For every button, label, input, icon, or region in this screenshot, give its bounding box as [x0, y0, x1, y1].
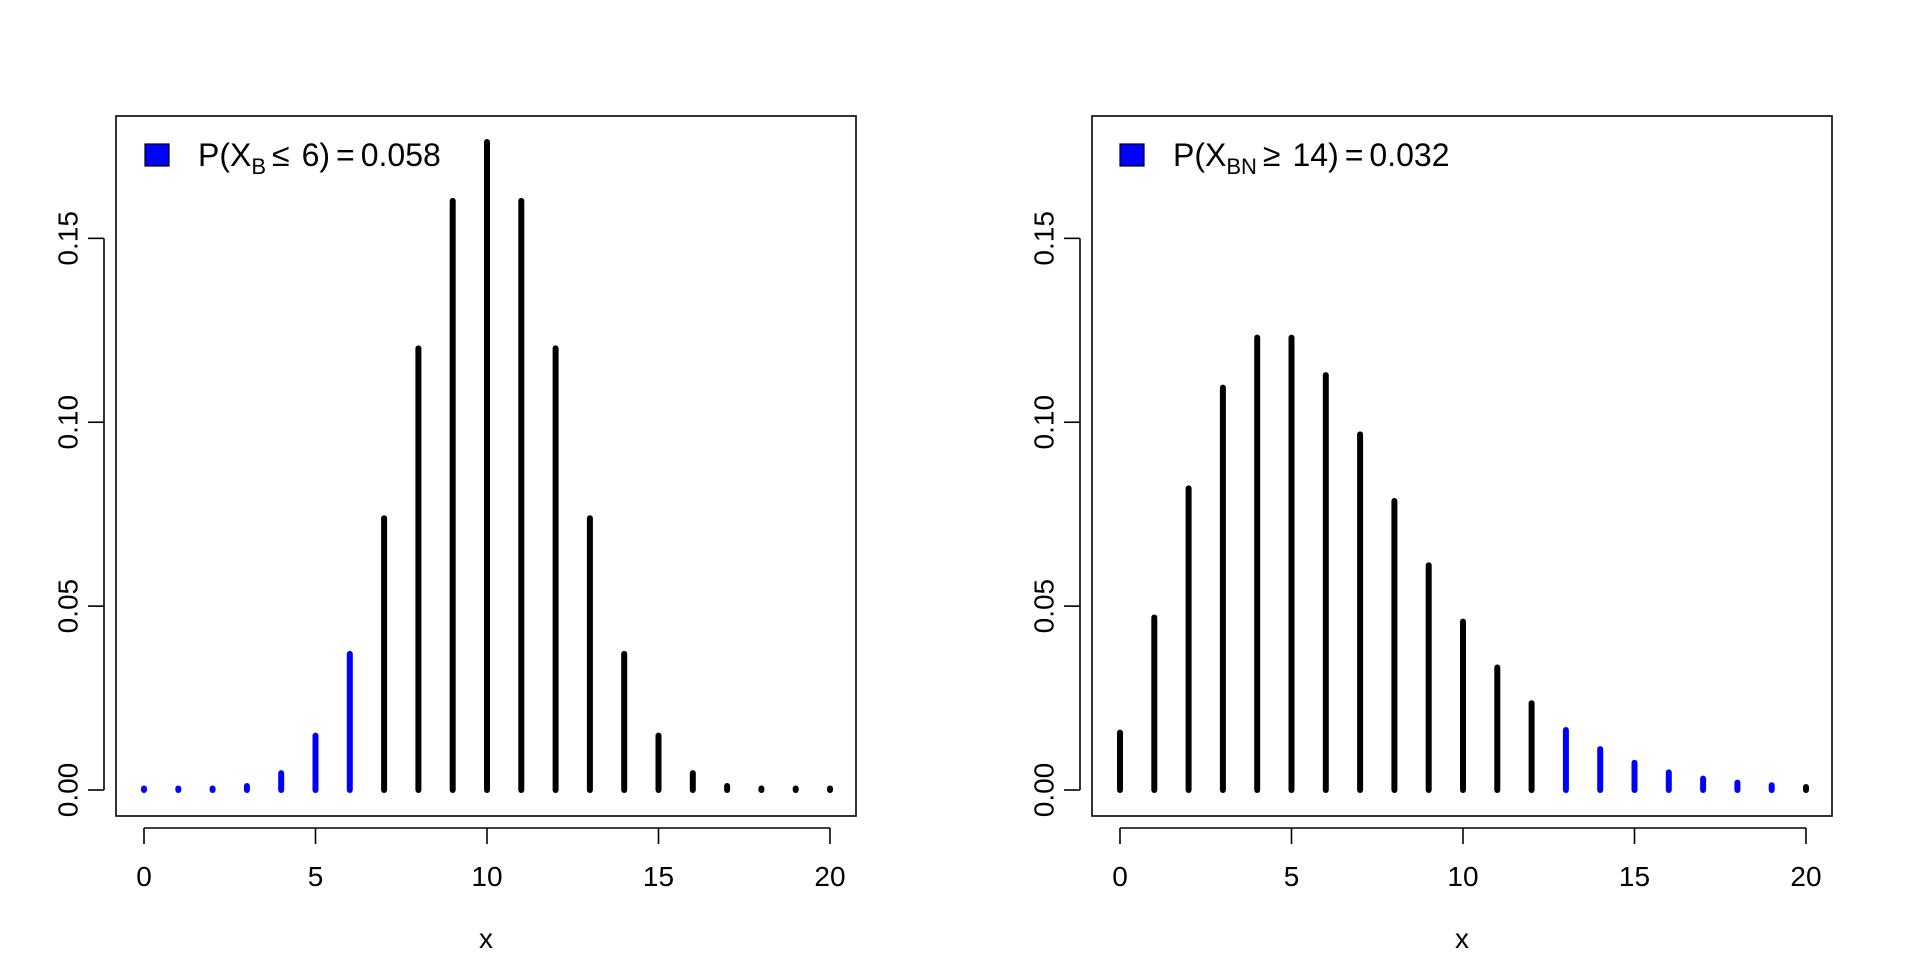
plot-frame [1091, 115, 1833, 817]
x-axis-label: x [1455, 923, 1469, 954]
x-tick-label: 0 [1112, 861, 1128, 892]
x-axis: 0 5 10 15 20 [136, 827, 846, 892]
x-tick-label: 10 [1447, 861, 1478, 892]
legend-swatch [144, 143, 170, 167]
y-axis: 0.00 0.05 0.10 0.15 [53, 211, 105, 817]
legend: P(XB ≤6) = 0.058 [144, 137, 441, 179]
left-binomial-panel: 0 5 10 15 20 0.000.050.100.15 P(XB ≤6) = 0.058 … [53, 115, 857, 954]
x-tick-label: 5 [308, 861, 324, 892]
plot-frame [115, 115, 857, 817]
x-axis: 0 5 10 15 20 [1112, 827, 1822, 892]
x-tick-label: 20 [814, 861, 845, 892]
x-tick-label: 0 [136, 861, 152, 892]
legend-label: P(XB ≤6) = 0.058 [198, 137, 441, 179]
bars-group [1117, 334, 1809, 793]
y-tick-label: 0.10 [53, 395, 84, 450]
x-axis-label: x [479, 923, 493, 954]
y-tick-label: 0.05 [53, 579, 84, 634]
x-tick-label: 10 [471, 861, 502, 892]
legend: P(XBN ≥14) = 0.032 [1119, 137, 1449, 179]
x-tick-label: 15 [1619, 861, 1650, 892]
y-tick-label: 0.00 [53, 763, 84, 818]
x-tick-label: 20 [1790, 861, 1821, 892]
x-tick-label: 5 [1284, 861, 1300, 892]
legend-swatch [1119, 143, 1145, 167]
x-tick-label: 15 [643, 861, 674, 892]
bars-group [141, 139, 833, 793]
y-tick-label: 0.05 [1029, 579, 1060, 634]
right-negative-binomial-panel: 0 5 10 15 20 0.00 0.05 0.10 0.15 P(XBN ≥14) = 0.03… [1029, 115, 1833, 954]
y-tick-label: 0.15 [1029, 211, 1060, 265]
y-tick-label: 0.15 [53, 211, 84, 265]
y-axis: 0.00 0.05 0.10 0.15 [1029, 211, 1081, 817]
y-tick-label: 0.00 [1029, 763, 1060, 818]
y-tick-label: 0.10 [1029, 395, 1060, 450]
legend-label: P(XBN ≥14) = 0.032 [1173, 137, 1449, 179]
